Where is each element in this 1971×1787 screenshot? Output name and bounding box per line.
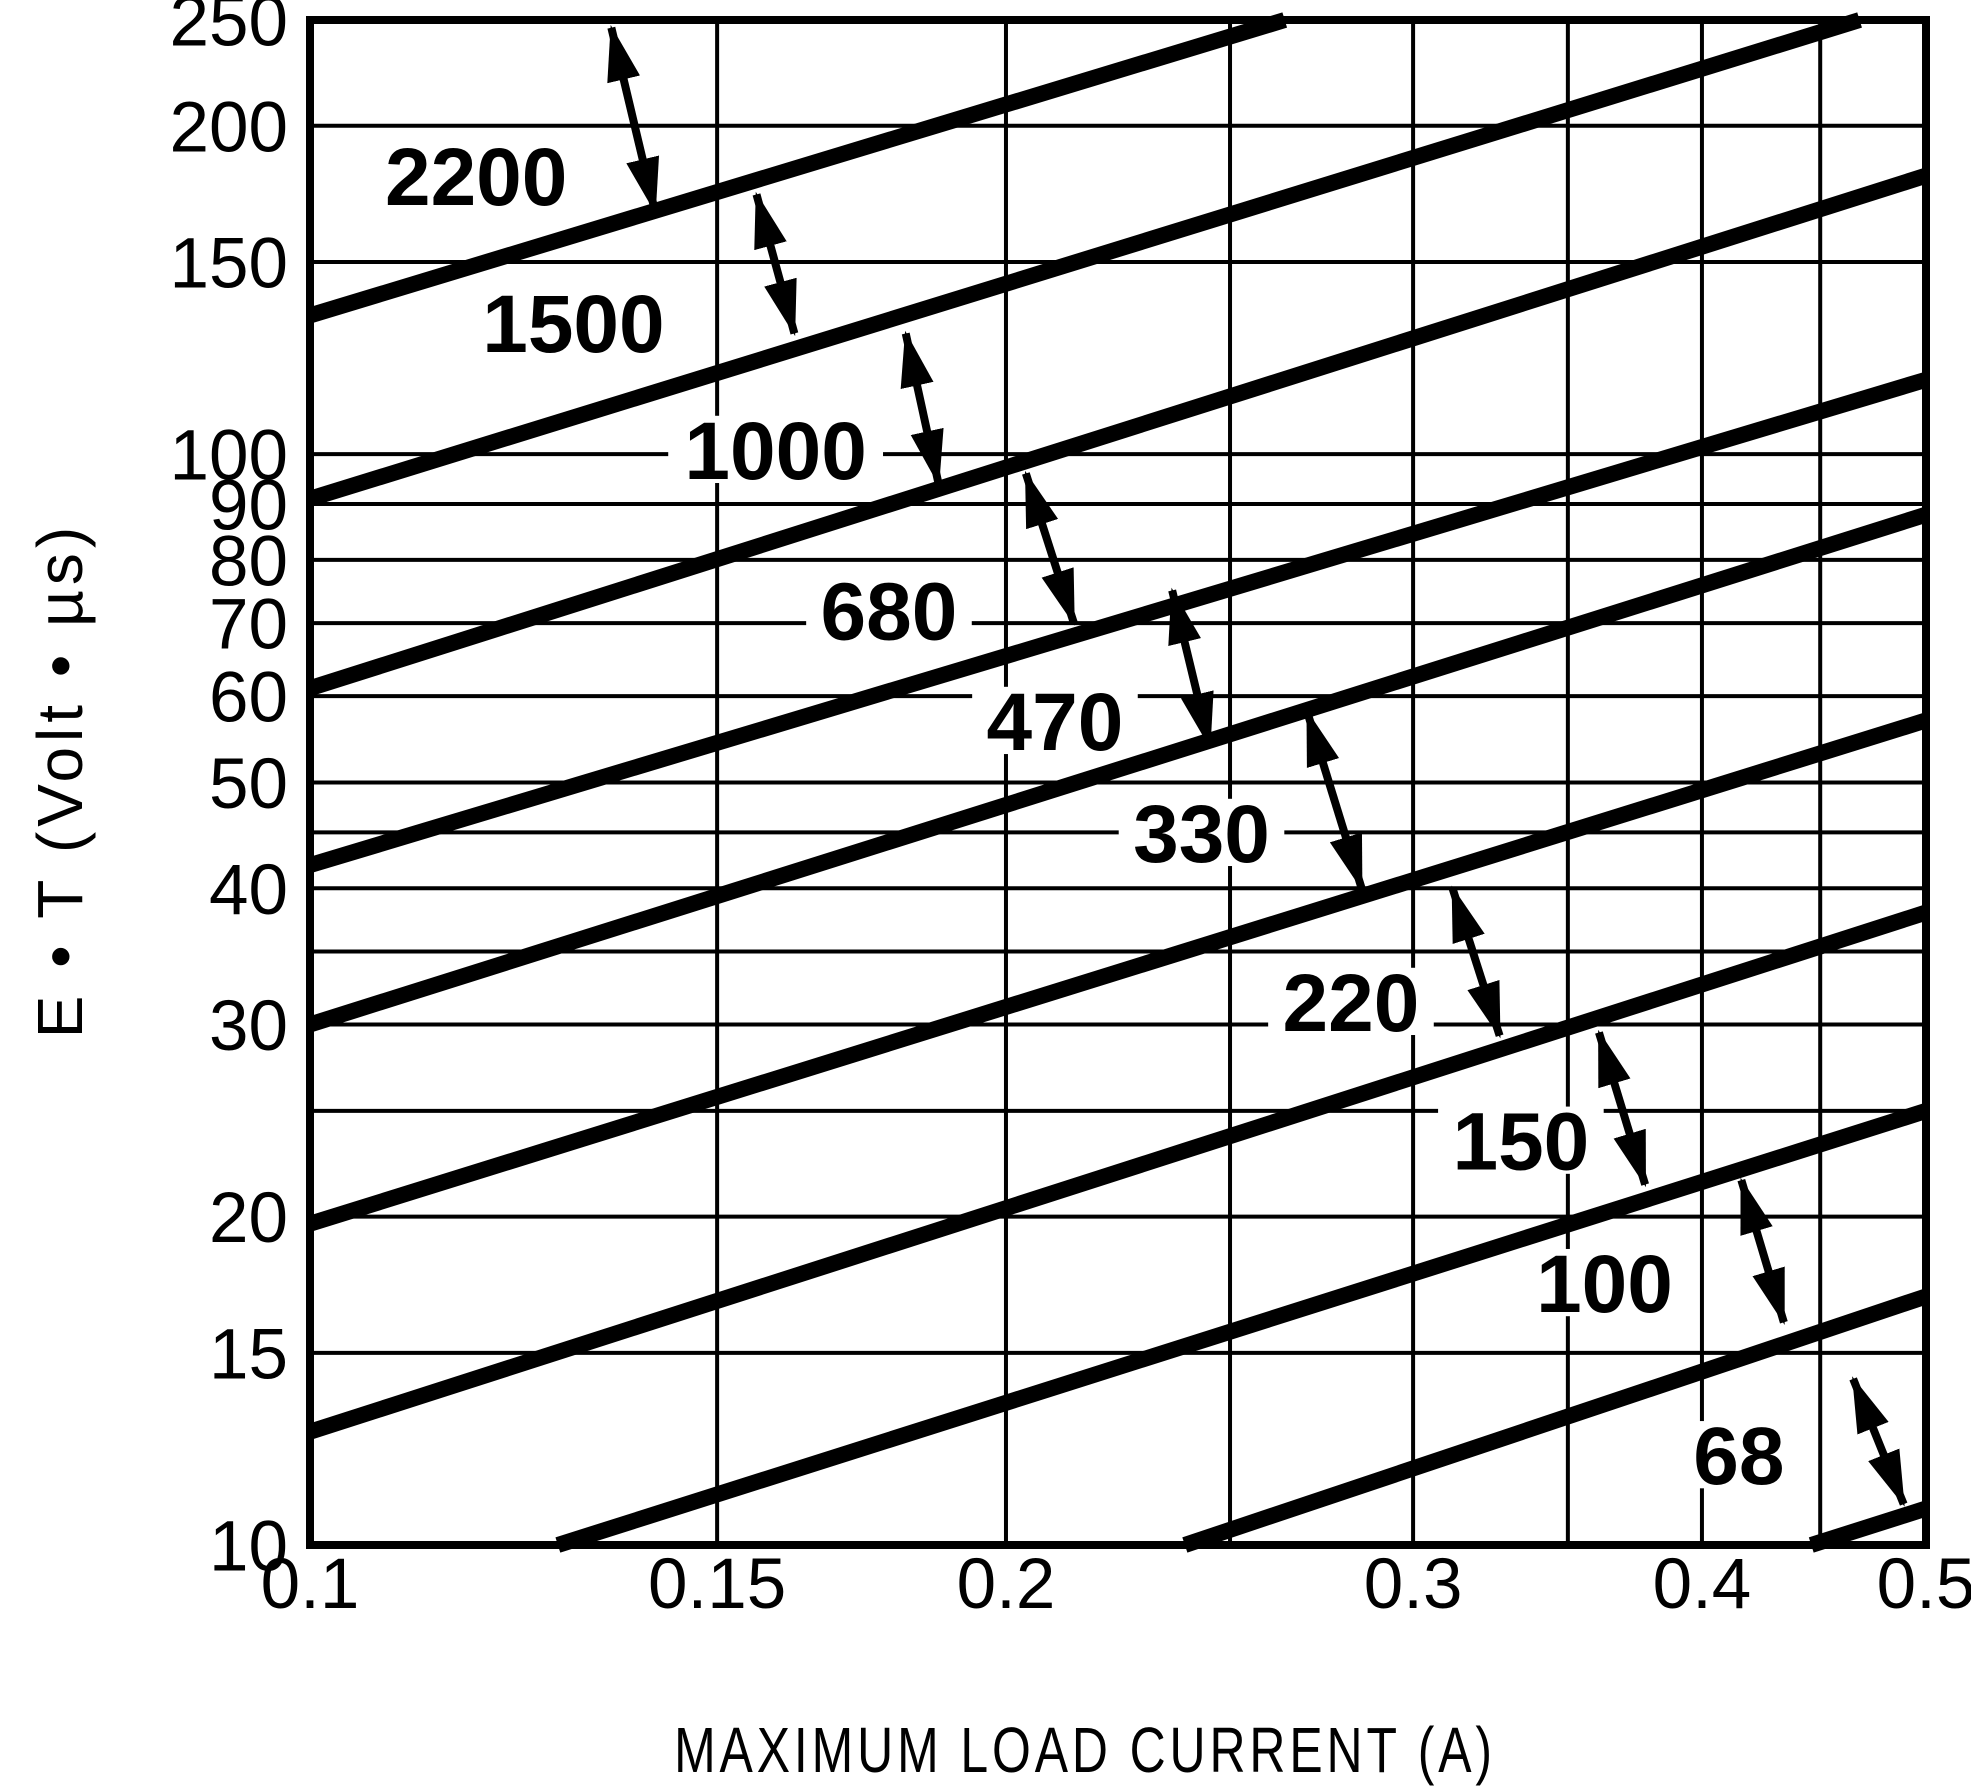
x-tick-label-0.5: 0.5 [1877, 1545, 1971, 1624]
series-label-halo-1500 [466, 288, 681, 357]
series-line-1500 [307, 12, 1862, 507]
gridlines [310, 20, 1926, 1545]
callout-arrow-9 [1737, 1177, 1788, 1326]
x-tick-label-0.4: 0.4 [1653, 1545, 1752, 1624]
series-label-halo-330 [1118, 798, 1285, 867]
callout-arrow-2 [752, 191, 799, 337]
series-lines [307, 12, 1929, 1553]
y-tick-label-250: 250 [170, 0, 288, 62]
series-label-halo-680 [806, 576, 972, 644]
series-label-330: 330 [1133, 789, 1270, 880]
callout-arrow-1 [607, 24, 660, 214]
series-label-470: 470 [987, 677, 1124, 768]
series-label-220: 220 [1283, 958, 1420, 1049]
y-tick-label-10: 10 [209, 1508, 288, 1587]
series-label-1500: 1500 [482, 279, 664, 370]
callout-arrow-5 [1168, 587, 1214, 749]
x-tick-label-0.1: 0.1 [261, 1545, 360, 1624]
y-tick-label-40: 40 [209, 851, 288, 930]
callout-arrow-3 [900, 330, 944, 487]
plot-border [306, 16, 1930, 1549]
x-tick-label-0.15: 0.15 [648, 1545, 786, 1624]
series-label-halo-150 [1438, 1106, 1604, 1174]
series-label-1000: 1000 [684, 406, 866, 497]
series-line-2200 [307, 12, 1288, 324]
series-label-halo-68 [1680, 1421, 1798, 1489]
series-line-150 [555, 1103, 1929, 1553]
series-line-220 [307, 904, 1929, 1440]
y-tick-label-90: 90 [209, 467, 288, 546]
y-tick-label-20: 20 [209, 1179, 288, 1258]
series-label-100: 100 [1536, 1239, 1673, 1330]
series-line-330 [307, 712, 1929, 1232]
series-label-68: 68 [1693, 1411, 1784, 1502]
series-label-halo-470 [972, 686, 1138, 755]
y-tick-label-80: 80 [209, 522, 288, 601]
series-label-halo-2200 [368, 142, 584, 210]
callout-arrow-4 [1022, 470, 1078, 626]
callout-arrow-8 [1595, 1029, 1649, 1188]
series-line-470 [307, 507, 1929, 1033]
y-tick-label-15: 15 [209, 1315, 288, 1394]
y-tick-label-200: 200 [170, 88, 288, 167]
series-line-1000 [307, 168, 1929, 696]
y-axis-title: E • T (Volt • µs) [24, 522, 96, 1038]
callout-arrows [607, 24, 1908, 1507]
x-tick-label-0.3: 0.3 [1364, 1545, 1463, 1624]
y-tick-label-60: 60 [209, 659, 288, 738]
x-axis-title: MAXIMUM LOAD CURRENT (A) [674, 1715, 1496, 1786]
series-label-halo-1000 [668, 415, 884, 484]
callout-arrow-7 [1448, 885, 1504, 1039]
y-tick-label-70: 70 [209, 586, 288, 665]
series-line-68 [1808, 1500, 1929, 1553]
x-tick-label-0.2: 0.2 [957, 1545, 1056, 1624]
series-label-2200: 2200 [385, 132, 567, 223]
plot-border-rect [306, 16, 1930, 1549]
callout-arrow-6 [1303, 709, 1366, 891]
series-line-100 [1182, 1288, 1929, 1553]
y-tick-label-100: 100 [170, 417, 288, 496]
series-line-680 [307, 372, 1929, 873]
series-label-150: 150 [1452, 1097, 1589, 1188]
series-label-680: 680 [821, 566, 958, 657]
series-label-halo-220 [1268, 967, 1434, 1036]
callout-arrow-10 [1849, 1376, 1908, 1507]
y-tick-label-30: 30 [209, 987, 288, 1066]
series-label-halo-100 [1521, 1248, 1688, 1317]
y-tick-label-50: 50 [209, 745, 288, 824]
y-tick-label-150: 150 [170, 225, 288, 304]
